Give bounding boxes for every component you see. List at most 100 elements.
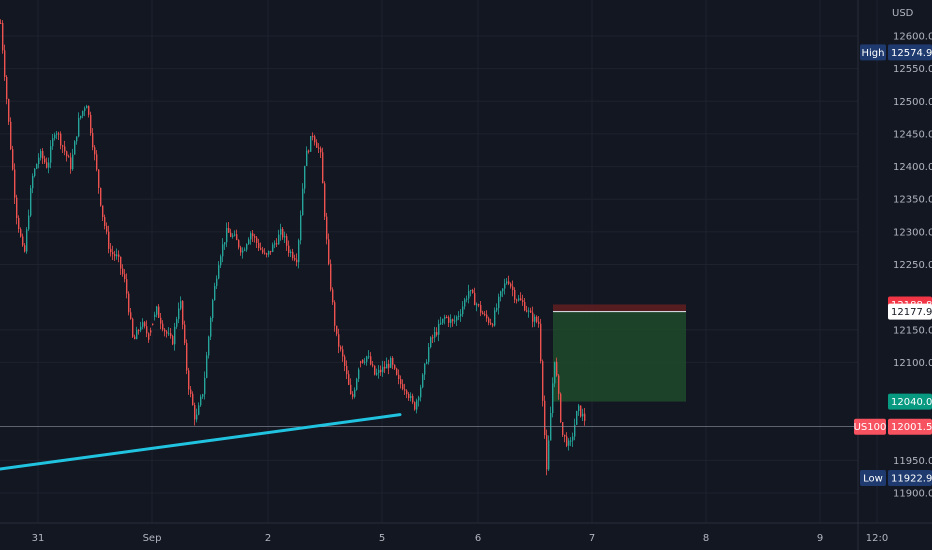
candle-body: [112, 252, 114, 255]
candle-body: [362, 359, 364, 363]
take-profit-zone[interactable]: [553, 311, 686, 402]
candle-body: [412, 395, 414, 403]
candle-body: [108, 231, 110, 249]
candle-body: [360, 361, 362, 363]
candle-body: [116, 254, 118, 257]
candle-body: [536, 316, 538, 322]
price-tick-label: 12400.0: [893, 162, 932, 173]
time-axis[interactable]: 31 Sep 2 5 6 7 8 9 12:0: [32, 533, 889, 544]
candle-body: [240, 247, 242, 253]
candle-body: [498, 296, 500, 309]
time-tick-label: 6: [475, 533, 481, 544]
candle-body: [198, 405, 200, 415]
candle-body: [8, 99, 10, 122]
candle-body: [388, 363, 390, 368]
price-tick-label: 12550.0: [893, 64, 932, 75]
candle-body: [538, 321, 540, 324]
candle-body: [572, 436, 574, 441]
candle-body: [364, 361, 366, 363]
candle-body: [482, 312, 484, 315]
candle-body: [2, 23, 4, 51]
candle-body: [164, 329, 166, 332]
candle-body: [266, 253, 268, 255]
candle-body: [90, 114, 92, 133]
candle-body: [504, 283, 506, 289]
candle-body: [502, 288, 504, 292]
candle-body: [128, 293, 130, 313]
candle-body: [4, 50, 6, 78]
candle-body: [558, 375, 560, 394]
time-tick-label: Sep: [143, 533, 162, 544]
time-tick-label: 9: [817, 533, 823, 544]
candle-body: [342, 349, 344, 357]
candle-body: [74, 141, 76, 155]
candle-body: [584, 413, 586, 421]
candle-body: [544, 400, 546, 436]
candle-body: [562, 422, 564, 435]
candle-body: [386, 363, 388, 369]
candle-body: [564, 434, 566, 437]
candle-body: [44, 158, 46, 163]
candle-body: [306, 150, 308, 166]
candle-body: [486, 314, 488, 319]
candle-body: [350, 384, 352, 394]
candle-body: [324, 183, 326, 217]
trendline[interactable]: [0, 413, 402, 471]
candle-body: [288, 245, 290, 253]
candle-body: [384, 366, 386, 369]
candle-body: [204, 377, 206, 395]
candle-body: [228, 228, 230, 233]
candle-body: [68, 156, 70, 158]
candle-body: [246, 244, 248, 250]
candle-body: [512, 286, 514, 290]
candle-body: [508, 281, 510, 284]
candle-body: [370, 356, 372, 365]
candle-body: [202, 394, 204, 397]
candle-body: [566, 436, 568, 446]
candle-body: [268, 250, 270, 255]
price-badge-entry: [888, 303, 932, 320]
candle-body: [88, 105, 90, 115]
candle-body: [102, 205, 104, 218]
candle-body: [0, 22, 2, 24]
candle-body: [258, 242, 260, 249]
time-tick-label: 12:0: [866, 533, 888, 544]
candle-body: [336, 325, 338, 335]
candle-body: [132, 318, 134, 337]
candle-body: [372, 364, 374, 366]
candle-body: [126, 279, 128, 294]
candle-body: [114, 254, 116, 257]
candle-body: [436, 332, 438, 335]
candle-body: [174, 326, 176, 345]
candle-body: [532, 312, 534, 322]
price-badge-tp: [888, 393, 932, 410]
candle-body: [310, 136, 312, 152]
candle-body: [456, 316, 458, 321]
stop-loss-zone[interactable]: [553, 304, 686, 312]
candle-body: [398, 374, 400, 380]
position-zone[interactable]: [553, 304, 686, 402]
candle-body: [464, 299, 466, 307]
candle-body: [424, 363, 426, 375]
candle-body: [194, 405, 196, 420]
candle-body: [146, 326, 148, 334]
price-badge-value: 12040.0: [891, 397, 932, 408]
candle-body: [380, 369, 382, 373]
candle-body: [320, 148, 322, 153]
support-trendline[interactable]: [0, 413, 402, 471]
candle-body: [468, 290, 470, 299]
price-badge-tag-low: [860, 470, 886, 487]
candle-body: [446, 317, 448, 319]
price-axis[interactable]: USD 12600.0 12550.0 12500.0 12450.0 12400.0 1…: [892, 8, 932, 500]
candle-body: [20, 229, 22, 237]
candle-body: [308, 150, 310, 152]
candle-body: [172, 336, 174, 345]
candle-body: [480, 305, 482, 313]
candle-body: [56, 133, 58, 135]
candle-body: [176, 319, 178, 327]
candle-body: [484, 314, 486, 316]
candle-body: [378, 369, 380, 373]
candle-body: [24, 245, 26, 252]
